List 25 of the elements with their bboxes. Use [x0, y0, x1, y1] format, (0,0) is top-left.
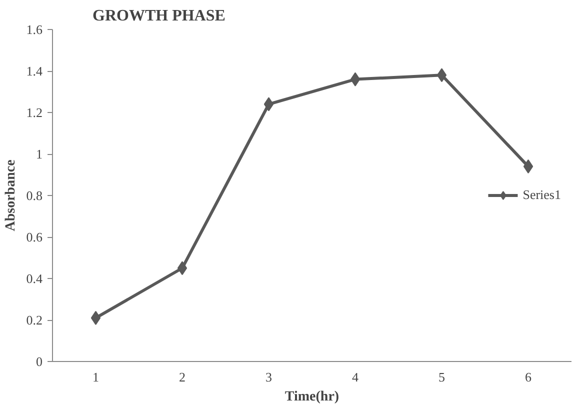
point — [523, 159, 534, 174]
y-tick-label: 1.6 — [26, 22, 43, 37]
x-tick-label: 3 — [266, 370, 272, 384]
y-tick-label: 0 — [36, 354, 42, 369]
y-tick-label: 0.8 — [26, 188, 42, 203]
x-tick-label: 5 — [438, 370, 445, 384]
x-tick-label: 6 — [525, 370, 532, 384]
point — [90, 310, 101, 325]
point — [350, 72, 360, 86]
x-tick-label: 4 — [352, 370, 359, 384]
legend-label: Series1 — [522, 187, 561, 203]
y-tick-label: 0.6 — [26, 230, 43, 244]
x-axis-title: Time(hr) — [284, 390, 340, 404]
y-tick-label: 1.4 — [26, 64, 43, 78]
y-tick-label: 0.2 — [26, 312, 42, 328]
point — [436, 68, 447, 82]
y-tick-label: 0.4 — [26, 271, 43, 286]
y-tick-label: 1 — [36, 146, 42, 162]
y-axis-title: Absorbance — [3, 160, 18, 232]
point — [177, 261, 188, 276]
point — [264, 97, 274, 112]
x-tick-label: 2 — [179, 370, 186, 384]
y-tick-label: 1.2 — [26, 105, 42, 120]
x-tick-label: 1 — [92, 370, 99, 384]
chart-title: GROWTH PHASE — [92, 8, 226, 24]
